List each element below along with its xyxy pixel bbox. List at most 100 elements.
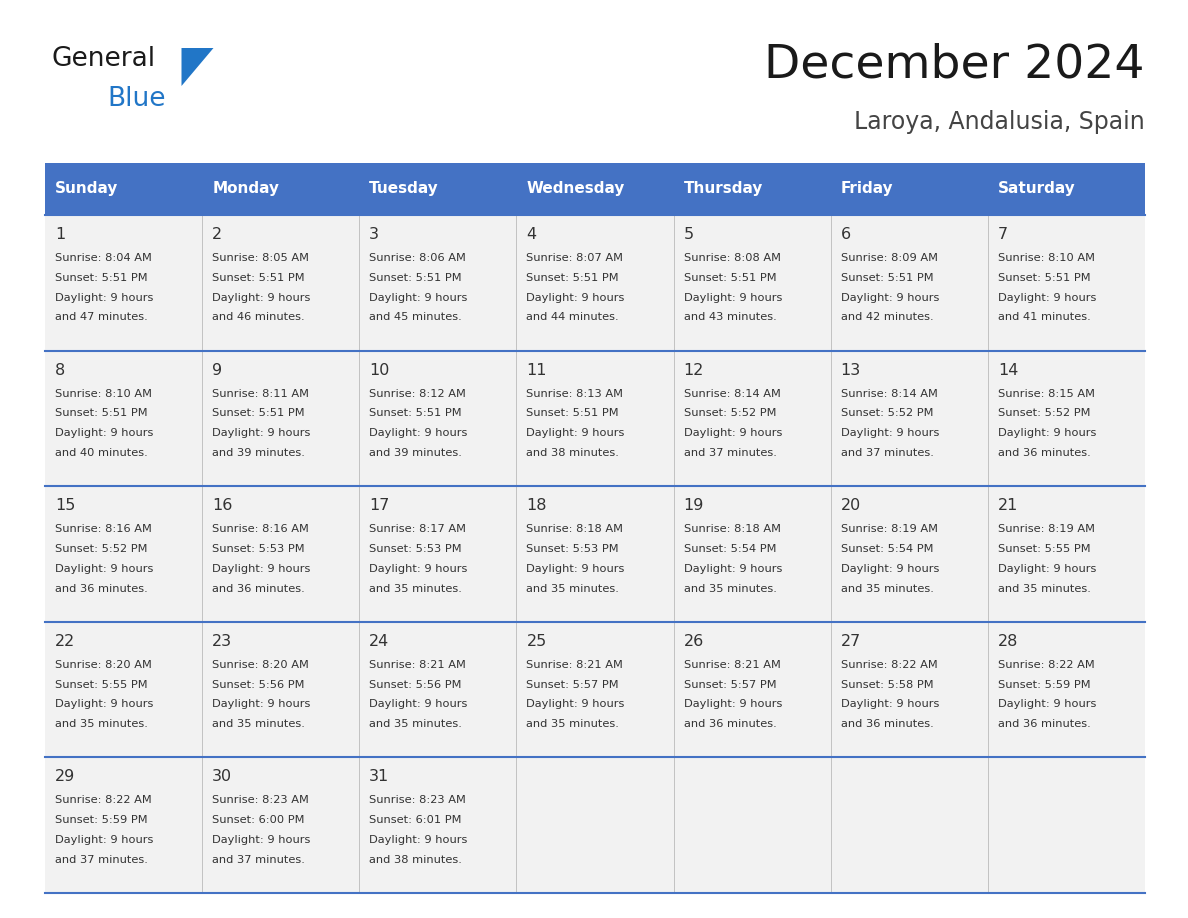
Text: and 35 minutes.: and 35 minutes. <box>369 584 462 594</box>
Text: 6: 6 <box>841 227 851 242</box>
Text: Sunrise: 8:22 AM: Sunrise: 8:22 AM <box>841 660 937 670</box>
Text: 9: 9 <box>213 363 222 377</box>
Text: 31: 31 <box>369 769 390 784</box>
Text: and 36 minutes.: and 36 minutes. <box>841 719 934 729</box>
Text: Sunset: 5:59 PM: Sunset: 5:59 PM <box>998 679 1091 689</box>
Text: Sunset: 5:56 PM: Sunset: 5:56 PM <box>213 679 304 689</box>
Text: and 38 minutes.: and 38 minutes. <box>369 855 462 865</box>
Text: Daylight: 9 hours: Daylight: 9 hours <box>369 835 468 845</box>
Text: Sunset: 5:53 PM: Sunset: 5:53 PM <box>526 544 619 554</box>
Text: Sunrise: 8:22 AM: Sunrise: 8:22 AM <box>55 795 152 805</box>
Text: Sunset: 6:00 PM: Sunset: 6:00 PM <box>213 815 304 825</box>
Text: Daylight: 9 hours: Daylight: 9 hours <box>213 564 310 574</box>
Text: 7: 7 <box>998 227 1007 242</box>
Text: Sunrise: 8:21 AM: Sunrise: 8:21 AM <box>683 660 781 670</box>
Text: Sunset: 5:52 PM: Sunset: 5:52 PM <box>55 544 147 554</box>
Text: Daylight: 9 hours: Daylight: 9 hours <box>683 700 782 710</box>
Text: Sunset: 6:01 PM: Sunset: 6:01 PM <box>369 815 462 825</box>
Text: Daylight: 9 hours: Daylight: 9 hours <box>369 428 468 438</box>
Text: Daylight: 9 hours: Daylight: 9 hours <box>369 700 468 710</box>
Text: and 41 minutes.: and 41 minutes. <box>998 312 1091 322</box>
Text: Thursday: Thursday <box>683 182 763 196</box>
Text: Daylight: 9 hours: Daylight: 9 hours <box>683 293 782 303</box>
Text: Sunrise: 8:18 AM: Sunrise: 8:18 AM <box>526 524 624 534</box>
Text: Sunset: 5:52 PM: Sunset: 5:52 PM <box>683 409 776 419</box>
Text: Daylight: 9 hours: Daylight: 9 hours <box>55 700 153 710</box>
Text: Daylight: 9 hours: Daylight: 9 hours <box>683 564 782 574</box>
Text: and 36 minutes.: and 36 minutes. <box>683 719 776 729</box>
Text: Monday: Monday <box>213 182 279 196</box>
Text: Daylight: 9 hours: Daylight: 9 hours <box>213 293 310 303</box>
Text: Sunset: 5:51 PM: Sunset: 5:51 PM <box>369 273 462 283</box>
Text: and 36 minutes.: and 36 minutes. <box>55 584 147 594</box>
Text: Daylight: 9 hours: Daylight: 9 hours <box>55 293 153 303</box>
Text: 30: 30 <box>213 769 233 784</box>
Text: and 39 minutes.: and 39 minutes. <box>369 448 462 458</box>
Text: Daylight: 9 hours: Daylight: 9 hours <box>683 428 782 438</box>
Text: 2: 2 <box>213 227 222 242</box>
Text: Friday: Friday <box>841 182 893 196</box>
Text: Daylight: 9 hours: Daylight: 9 hours <box>998 564 1097 574</box>
Text: Daylight: 9 hours: Daylight: 9 hours <box>998 293 1097 303</box>
Text: Daylight: 9 hours: Daylight: 9 hours <box>998 700 1097 710</box>
Text: Sunset: 5:51 PM: Sunset: 5:51 PM <box>841 273 934 283</box>
Text: 8: 8 <box>55 363 65 377</box>
Text: and 37 minutes.: and 37 minutes. <box>841 448 934 458</box>
Text: Daylight: 9 hours: Daylight: 9 hours <box>998 428 1097 438</box>
Text: Daylight: 9 hours: Daylight: 9 hours <box>369 293 468 303</box>
Text: Saturday: Saturday <box>998 182 1075 196</box>
Bar <box>45 351 1145 487</box>
Text: Sunset: 5:52 PM: Sunset: 5:52 PM <box>998 409 1091 419</box>
Text: and 44 minutes.: and 44 minutes. <box>526 312 619 322</box>
Text: Sunrise: 8:16 AM: Sunrise: 8:16 AM <box>55 524 152 534</box>
Text: and 47 minutes.: and 47 minutes. <box>55 312 147 322</box>
Bar <box>45 487 1145 621</box>
Text: Sunset: 5:56 PM: Sunset: 5:56 PM <box>369 679 462 689</box>
Text: 12: 12 <box>683 363 704 377</box>
Text: Daylight: 9 hours: Daylight: 9 hours <box>526 293 625 303</box>
Text: Sunrise: 8:07 AM: Sunrise: 8:07 AM <box>526 253 624 263</box>
Text: Tuesday: Tuesday <box>369 182 440 196</box>
Text: Sunset: 5:51 PM: Sunset: 5:51 PM <box>213 273 305 283</box>
Text: Daylight: 9 hours: Daylight: 9 hours <box>841 428 939 438</box>
Text: Sunset: 5:51 PM: Sunset: 5:51 PM <box>213 409 305 419</box>
Text: Sunset: 5:55 PM: Sunset: 5:55 PM <box>55 679 147 689</box>
Text: and 37 minutes.: and 37 minutes. <box>213 855 305 865</box>
Text: 23: 23 <box>213 633 233 649</box>
Text: 10: 10 <box>369 363 390 377</box>
Text: Sunrise: 8:18 AM: Sunrise: 8:18 AM <box>683 524 781 534</box>
Text: Sunrise: 8:19 AM: Sunrise: 8:19 AM <box>998 524 1095 534</box>
Text: and 35 minutes.: and 35 minutes. <box>683 584 777 594</box>
Text: 15: 15 <box>55 498 75 513</box>
Text: Sunrise: 8:22 AM: Sunrise: 8:22 AM <box>998 660 1094 670</box>
Text: and 35 minutes.: and 35 minutes. <box>841 584 934 594</box>
Text: 28: 28 <box>998 633 1018 649</box>
Text: Sunset: 5:51 PM: Sunset: 5:51 PM <box>683 273 776 283</box>
Text: Sunrise: 8:21 AM: Sunrise: 8:21 AM <box>369 660 466 670</box>
Text: Sunrise: 8:08 AM: Sunrise: 8:08 AM <box>683 253 781 263</box>
Text: December 2024: December 2024 <box>765 43 1145 88</box>
Text: Sunrise: 8:06 AM: Sunrise: 8:06 AM <box>369 253 466 263</box>
Text: 1: 1 <box>55 227 65 242</box>
Text: and 38 minutes.: and 38 minutes. <box>526 448 619 458</box>
Text: and 39 minutes.: and 39 minutes. <box>213 448 305 458</box>
Text: 5: 5 <box>683 227 694 242</box>
Text: Sunset: 5:55 PM: Sunset: 5:55 PM <box>998 544 1091 554</box>
Text: Sunset: 5:58 PM: Sunset: 5:58 PM <box>841 679 934 689</box>
Text: Sunset: 5:51 PM: Sunset: 5:51 PM <box>55 409 147 419</box>
Text: and 35 minutes.: and 35 minutes. <box>526 719 619 729</box>
Text: Daylight: 9 hours: Daylight: 9 hours <box>526 564 625 574</box>
Text: Sunrise: 8:23 AM: Sunrise: 8:23 AM <box>369 795 466 805</box>
Text: Sunrise: 8:14 AM: Sunrise: 8:14 AM <box>683 388 781 398</box>
Text: Sunset: 5:57 PM: Sunset: 5:57 PM <box>526 679 619 689</box>
Text: Blue: Blue <box>107 86 165 112</box>
Text: Sunrise: 8:16 AM: Sunrise: 8:16 AM <box>213 524 309 534</box>
Text: Sunrise: 8:04 AM: Sunrise: 8:04 AM <box>55 253 152 263</box>
Text: 21: 21 <box>998 498 1018 513</box>
Text: and 36 minutes.: and 36 minutes. <box>998 448 1091 458</box>
Text: 26: 26 <box>683 633 703 649</box>
Text: 11: 11 <box>526 363 546 377</box>
Text: Daylight: 9 hours: Daylight: 9 hours <box>55 835 153 845</box>
Text: Sunrise: 8:05 AM: Sunrise: 8:05 AM <box>213 253 309 263</box>
Text: and 46 minutes.: and 46 minutes. <box>213 312 305 322</box>
